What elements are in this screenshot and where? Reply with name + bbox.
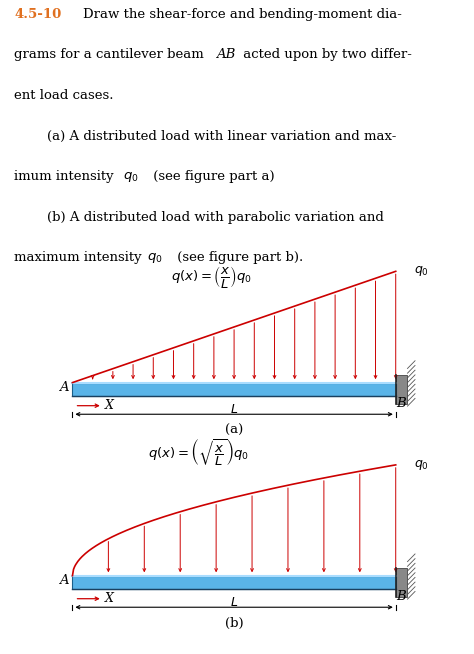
Bar: [396, 375, 408, 404]
Text: $q(x) = \left(\dfrac{x}{L}\right) q_0$: $q(x) = \left(\dfrac{x}{L}\right) q_0$: [171, 264, 251, 290]
Text: $q_0$: $q_0$: [123, 170, 139, 184]
Text: $q_0$: $q_0$: [414, 264, 428, 279]
Text: (see figure part a): (see figure part a): [149, 170, 275, 183]
Text: $L$: $L$: [230, 404, 238, 417]
Text: ent load cases.: ent load cases.: [14, 89, 114, 102]
Bar: [73, 576, 396, 589]
Text: maximum intensity: maximum intensity: [14, 251, 146, 264]
Text: A: A: [59, 574, 68, 587]
Text: A: A: [59, 381, 68, 394]
Text: (a) A distributed load with linear variation and max-: (a) A distributed load with linear varia…: [47, 129, 397, 143]
Text: $q(x) = \left(\sqrt{\dfrac{x}{L}}\right) q_0$: $q(x) = \left(\sqrt{\dfrac{x}{L}}\right)…: [148, 438, 249, 468]
Bar: [396, 568, 408, 597]
Text: B: B: [397, 590, 406, 603]
Text: (see figure part b).: (see figure part b).: [173, 251, 303, 264]
Text: X: X: [105, 593, 114, 605]
Text: B: B: [397, 397, 406, 410]
Text: (b): (b): [225, 617, 244, 630]
Bar: [73, 383, 396, 396]
Text: $q_0$: $q_0$: [147, 251, 163, 265]
Text: (b) A distributed load with parabolic variation and: (b) A distributed load with parabolic va…: [47, 211, 384, 224]
Text: acted upon by two differ-: acted upon by two differ-: [239, 48, 412, 61]
Text: Draw the shear-force and bending-moment dia-: Draw the shear-force and bending-moment …: [83, 8, 402, 21]
Text: $L$: $L$: [230, 596, 238, 610]
Text: grams for a cantilever beam: grams for a cantilever beam: [14, 48, 208, 61]
Text: imum intensity: imum intensity: [14, 170, 118, 183]
Text: (a): (a): [225, 424, 243, 437]
Text: X: X: [105, 399, 114, 412]
Text: $q_0$: $q_0$: [414, 458, 428, 472]
Text: AB: AB: [216, 48, 235, 61]
Text: 4.5-10: 4.5-10: [14, 8, 62, 21]
